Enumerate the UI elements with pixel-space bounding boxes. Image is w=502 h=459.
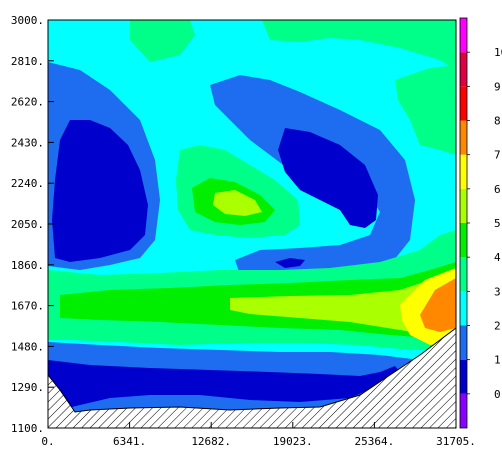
colorbar: 0 1.000 2.000 3.000 4.000 5.000 6.000 7.000 8.00… bbox=[459, 17, 502, 429]
y-tick-label: 2050. bbox=[11, 218, 44, 231]
y-tick-label: 2810. bbox=[11, 55, 44, 68]
x-tick-label: 12682. bbox=[191, 435, 231, 448]
colorbar-label: 2.000 bbox=[494, 320, 502, 333]
colorbar-label: 6.000 bbox=[494, 183, 502, 196]
colorbar-label: 3.000 bbox=[494, 285, 502, 298]
colorbar-swatch bbox=[460, 393, 467, 428]
y-tick-label: 3000. bbox=[11, 14, 44, 27]
x-axis: 0. 6341. 12682. 19023. 25364. 31705. bbox=[41, 422, 476, 448]
x-tick-label: 19023. bbox=[273, 435, 313, 448]
colorbar-label: 9.000 bbox=[494, 80, 502, 93]
contour-min-center-deepblue bbox=[278, 128, 378, 228]
y-tick-label: 1290. bbox=[11, 381, 44, 394]
colorbar-swatch bbox=[460, 223, 467, 258]
y-tick-label: 2620. bbox=[11, 96, 44, 109]
contour-blob-center-yellowgreen bbox=[213, 190, 262, 216]
colorbar-swatch bbox=[460, 120, 467, 155]
colorbar-swatch bbox=[460, 86, 467, 121]
masked-terrain-hatch bbox=[48, 327, 456, 428]
x-tick-label: 0. bbox=[41, 435, 54, 448]
y-axis: 1100. 1290. 1480. 1670. 1860. 2050. 2240. 2430.… bbox=[11, 14, 54, 435]
colorbar-swatch bbox=[460, 188, 467, 223]
plot-area bbox=[48, 20, 456, 428]
colorbar-label: 1.000 bbox=[494, 354, 502, 367]
colorbar-swatch bbox=[460, 257, 467, 292]
colorbar-label: 0 bbox=[494, 388, 501, 401]
colorbar-swatch bbox=[460, 52, 467, 87]
colorbar-label: 5.000 bbox=[494, 217, 502, 230]
contour-min-left-deepblue bbox=[52, 120, 148, 262]
colorbar-swatch bbox=[460, 154, 467, 189]
contour-min-small-deepblue bbox=[275, 258, 305, 268]
colorbar-label: 8.000 bbox=[494, 115, 502, 128]
x-tick-label: 31705. bbox=[436, 435, 476, 448]
y-tick-label: 2430. bbox=[11, 136, 44, 149]
y-tick-label: 1480. bbox=[11, 340, 44, 353]
colorbar-swatch bbox=[460, 325, 467, 360]
colorbar-swatch bbox=[460, 359, 467, 394]
contour-band-bottom-deepblue bbox=[48, 360, 400, 412]
colorbar-label: 7.000 bbox=[494, 149, 502, 162]
colorbar-swatch bbox=[460, 18, 467, 53]
contour-patch-top-green bbox=[130, 20, 195, 62]
contour-max-orange bbox=[420, 278, 456, 332]
y-tick-label: 2240. bbox=[11, 177, 44, 190]
colorbar-label: 10.00 bbox=[494, 46, 502, 59]
contour-patch-top-right-green bbox=[262, 20, 456, 70]
y-tick-label: 1670. bbox=[11, 300, 44, 313]
contour-patch-right-green bbox=[395, 65, 456, 155]
x-tick-label: 25364. bbox=[355, 435, 395, 448]
colorbar-swatch bbox=[460, 291, 467, 326]
y-tick-label: 1100. bbox=[11, 422, 44, 435]
x-tick-label: 6341. bbox=[113, 435, 146, 448]
contour-ridge-yellowgreen bbox=[230, 275, 456, 335]
colorbar-label: 4.000 bbox=[494, 251, 502, 264]
y-tick-label: 1860. bbox=[11, 259, 44, 272]
